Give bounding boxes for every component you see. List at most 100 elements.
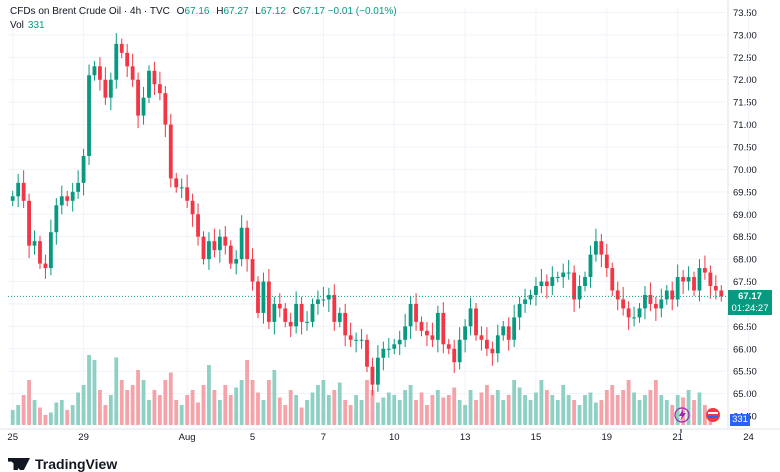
candle-body xyxy=(10,196,15,201)
volume-bar xyxy=(653,380,658,425)
volume-value: 331 xyxy=(27,20,45,31)
low-label: L xyxy=(255,6,261,17)
candle-body xyxy=(87,75,91,156)
volume-bar xyxy=(147,400,151,425)
volume-bar xyxy=(681,397,686,425)
volume-bar xyxy=(664,400,669,425)
candle-body xyxy=(217,236,222,251)
y-tick-label: 73.00 xyxy=(733,30,757,41)
volume-bar xyxy=(561,385,566,425)
candle-body xyxy=(359,339,364,341)
candle-body xyxy=(81,155,86,183)
flag-icon[interactable] xyxy=(706,408,720,422)
candle-body xyxy=(463,326,468,340)
candle-body xyxy=(686,277,691,282)
candle-body xyxy=(234,259,239,264)
volume-bar xyxy=(196,402,200,425)
candle-body xyxy=(277,303,282,309)
x-tick-label: 29 xyxy=(78,432,89,443)
volume-bar xyxy=(348,405,353,425)
candle-body xyxy=(266,281,271,322)
volume-bar xyxy=(266,380,271,425)
candle-body xyxy=(343,312,348,336)
candle-body xyxy=(495,335,500,354)
candle-body xyxy=(572,272,577,300)
tradingview-logo[interactable]: TradingView xyxy=(8,456,117,472)
candle-body xyxy=(637,308,642,318)
candle-body xyxy=(474,308,478,336)
volume-bar xyxy=(386,392,391,425)
volume-bar xyxy=(512,380,517,425)
last-price-tag: 67.17 xyxy=(728,290,772,303)
candle-body xyxy=(441,312,446,345)
candle-body xyxy=(517,303,522,318)
candle-body xyxy=(136,79,140,116)
volume-bar xyxy=(190,390,195,425)
volume-bar xyxy=(583,395,587,425)
open-label: O xyxy=(176,6,185,17)
candle-body xyxy=(468,308,473,327)
y-tick-label: 71.50 xyxy=(733,98,757,109)
volume-bar xyxy=(103,405,108,425)
volume-bar xyxy=(228,395,233,425)
volume-bar xyxy=(686,390,691,425)
volume-bar xyxy=(92,360,97,425)
volume-bar xyxy=(321,380,326,425)
volume-bar xyxy=(207,365,211,425)
volume-bar xyxy=(157,395,162,425)
volume-bar xyxy=(87,355,91,425)
y-tick-label: 72.00 xyxy=(733,75,757,86)
candle-body xyxy=(648,294,653,304)
candle-body xyxy=(185,187,190,201)
candle-body xyxy=(163,93,168,125)
candle-body xyxy=(577,286,582,300)
candle-body xyxy=(446,344,451,349)
candle-body xyxy=(703,268,707,273)
volume-bar xyxy=(566,395,571,425)
volume-bar xyxy=(517,387,522,425)
candle-body xyxy=(621,299,626,309)
candle-body xyxy=(245,227,249,260)
candle-body xyxy=(403,326,408,340)
volume-bar xyxy=(392,395,397,425)
y-tick-label: 72.50 xyxy=(733,53,757,64)
y-tick-label: 69.50 xyxy=(733,187,757,198)
candle-body xyxy=(550,277,555,286)
y-tick-label: 70.00 xyxy=(733,165,757,176)
volume-bar xyxy=(555,400,560,425)
candle-body xyxy=(692,277,696,291)
candle-body xyxy=(98,66,102,80)
volume-bar xyxy=(114,357,119,425)
volume-bar xyxy=(452,387,457,425)
x-tick-label: 5 xyxy=(250,432,255,443)
volume-bar xyxy=(588,392,593,425)
candle-body xyxy=(534,286,538,295)
volume-bar xyxy=(626,380,631,425)
y-tick-label: 65.00 xyxy=(733,389,757,400)
candle-body xyxy=(506,326,511,340)
volume-bar xyxy=(310,392,315,425)
candle-body xyxy=(332,294,337,322)
candle-body xyxy=(201,236,206,260)
volume-bar xyxy=(70,405,75,425)
volume-bar xyxy=(234,387,239,425)
volume-bar xyxy=(179,405,184,425)
candle-body xyxy=(76,182,81,192)
volume-bar xyxy=(130,385,135,425)
candle-body xyxy=(544,281,549,286)
candle-body xyxy=(152,70,157,85)
lightning-icon[interactable] xyxy=(674,407,690,423)
volume-bar xyxy=(375,402,380,425)
lightning-glyph xyxy=(679,409,686,421)
volume-bar xyxy=(38,407,42,425)
volume-bar xyxy=(185,395,190,425)
candle-body xyxy=(288,321,293,327)
candle-body xyxy=(305,321,309,323)
high-label: H xyxy=(216,6,224,17)
flag-stripe xyxy=(708,416,718,418)
volume-bar xyxy=(326,395,331,425)
volume-bar xyxy=(474,400,478,425)
y-tick-label: 66.50 xyxy=(733,322,757,333)
